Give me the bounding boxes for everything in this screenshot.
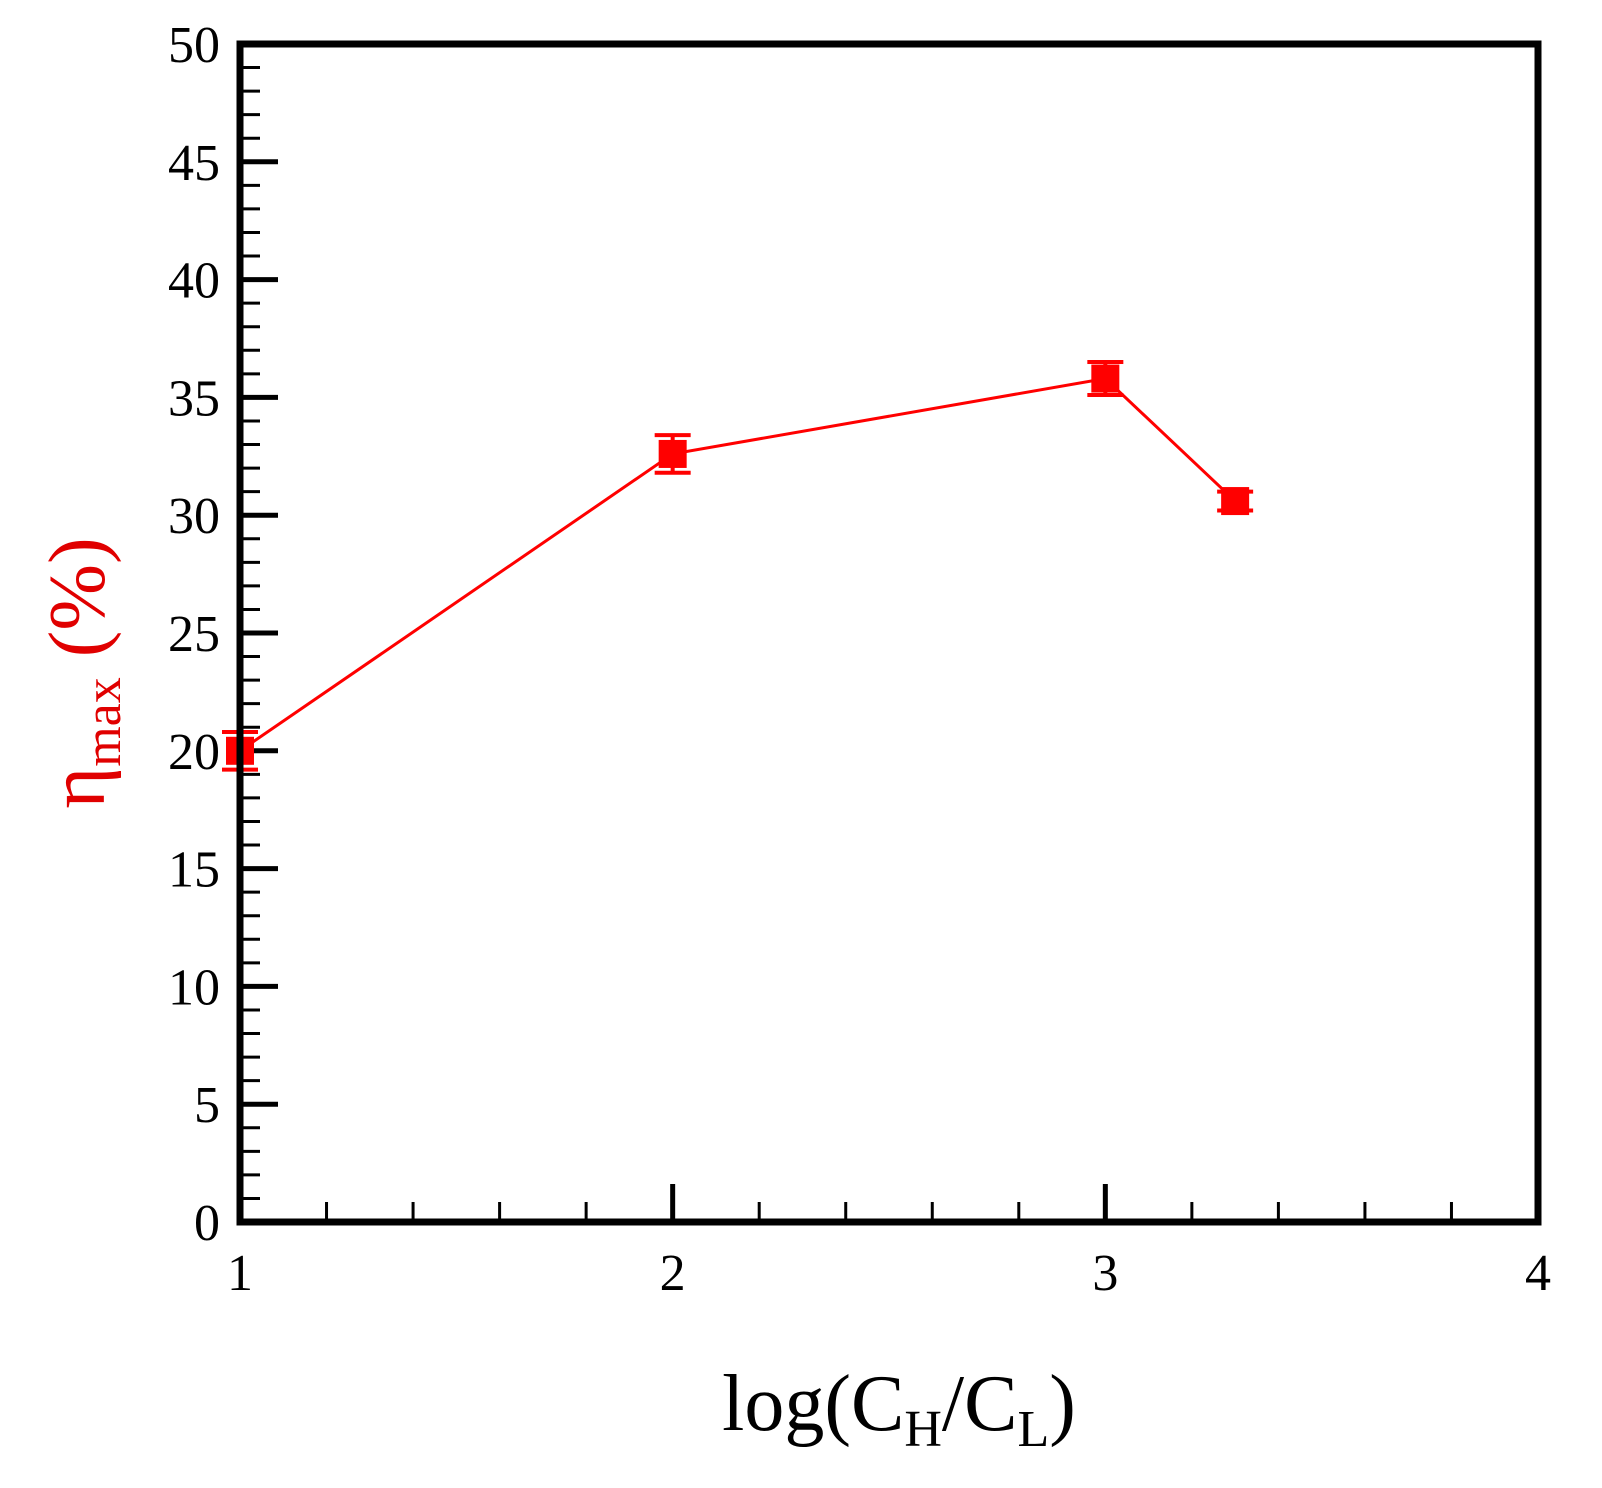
x-tick-label: 4 xyxy=(1525,1245,1551,1302)
y-tick-label: 25 xyxy=(168,606,220,663)
data-series xyxy=(222,360,1254,772)
x-axis-title-part: /C xyxy=(942,1360,1018,1448)
plot-frame xyxy=(236,40,1542,1226)
y-axis-title: ηmax (%) xyxy=(34,537,132,808)
y-tick-label: 35 xyxy=(168,370,220,427)
data-point-marker xyxy=(1091,364,1120,393)
y-tick-label: 50 xyxy=(168,17,220,74)
y-axis-title-unit: (%) xyxy=(34,537,122,677)
y-axis-title-subscript-max: max xyxy=(75,677,132,767)
data-point-marker xyxy=(1221,487,1250,516)
y-tick-label: 15 xyxy=(168,842,220,899)
x-axis-title: log(CH/CL) xyxy=(722,1360,1076,1458)
tick-labels: 0 5 10 15 20 25 30 35 40 45 50 1 2 3 4 xyxy=(168,17,1551,1302)
y-tick-label: 20 xyxy=(168,724,220,781)
x-tick-label: 2 xyxy=(660,1245,686,1302)
y-tick-label: 0 xyxy=(194,1195,220,1252)
axis-ticks xyxy=(237,41,1541,1225)
y-axis-title-eta: η xyxy=(34,767,122,809)
x-axis-title-part: ) xyxy=(1049,1360,1076,1448)
x-tick-label: 1 xyxy=(227,1245,253,1302)
y-tick-label: 45 xyxy=(168,135,220,192)
y-tick-label: 5 xyxy=(194,1077,220,1134)
series-line xyxy=(239,376,1237,753)
x-axis-title-subscript-h: H xyxy=(904,1401,942,1458)
x-tick-label: 3 xyxy=(1092,1245,1118,1302)
x-axis-title-part: log(C xyxy=(722,1360,904,1448)
y-tick-label: 30 xyxy=(168,488,220,545)
x-axis-title-subscript-l: L xyxy=(1017,1401,1049,1458)
y-tick-label: 40 xyxy=(168,253,220,310)
data-point-marker xyxy=(658,439,687,468)
y-tick-label: 10 xyxy=(168,959,220,1016)
